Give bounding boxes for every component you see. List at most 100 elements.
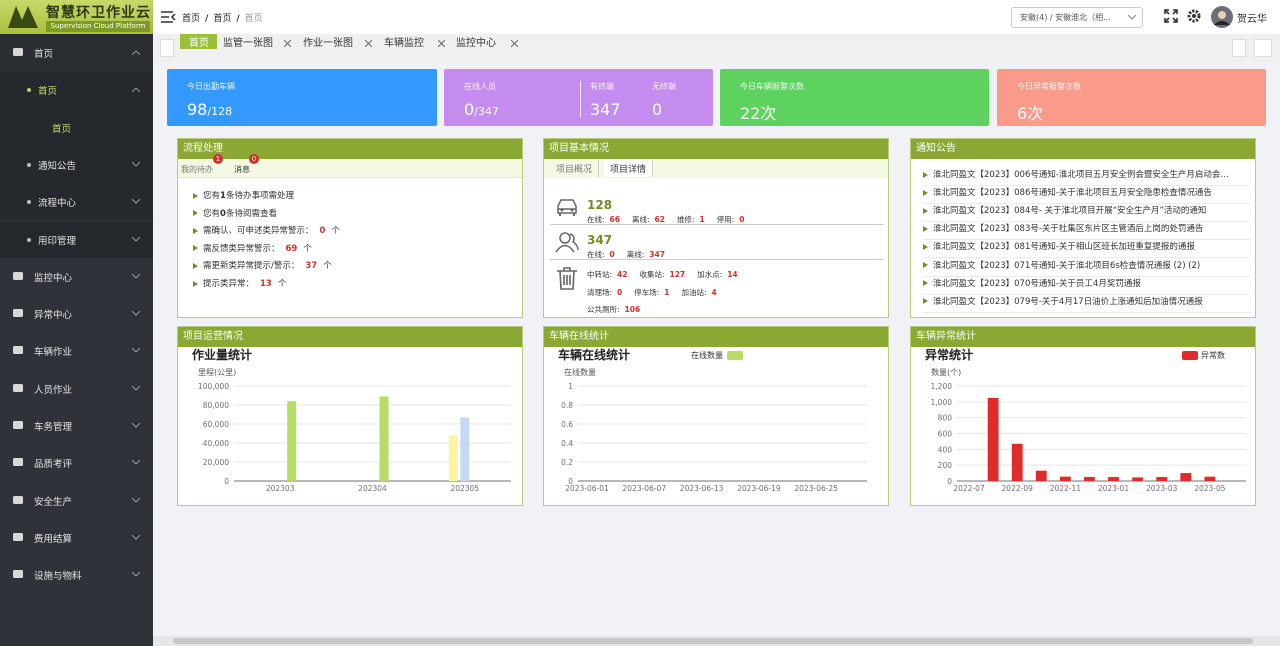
tab-close[interactable] — [284, 40, 291, 47]
notice-text: 淮北同盈文【2023】081号通知-关于相山区班长加班重复提报的通报 — [933, 242, 1195, 253]
stat-label: 中转站: — [587, 270, 613, 279]
menu-item[interactable]: 品质考评 — [0, 444, 153, 481]
task-item[interactable]: 需确认、可申述类异常警示： 0 个 — [193, 224, 340, 236]
menu-item[interactable]: 车务管理 — [0, 407, 153, 444]
x-tick-label: 2023-03 — [1146, 484, 1178, 493]
region-select[interactable]: 安徽(4) / 安徽淮北（相... — [1011, 7, 1143, 28]
menu-label: 车辆作业 — [34, 347, 73, 359]
menu-item[interactable]: 监控中心 — [0, 258, 153, 295]
task-count: 1 — [220, 191, 226, 201]
x-tick-label: 2023-06-19 — [737, 484, 781, 493]
panel-tab[interactable]: 项目详情 — [604, 160, 654, 177]
panel-tab[interactable]: 消息 — [234, 165, 250, 174]
panel-title: 通知公告 — [911, 139, 1255, 159]
y-tick-label: 0.2 — [561, 458, 573, 467]
task-text: 条待阅需查看 — [225, 208, 277, 219]
task-item[interactable]: 提示类异常： 13 个 — [193, 277, 286, 289]
menu-icon — [13, 458, 23, 467]
badge: 1 — [213, 154, 223, 164]
notice-item[interactable]: 淮北同盈文【2023】071号通知-关于淮北项目6s检查情况通报 (2) (2) — [923, 259, 1251, 277]
tab[interactable]: 首页 — [180, 34, 217, 49]
task-item[interactable]: 您有0条待阅需查看 — [193, 207, 277, 219]
tab-close[interactable] — [511, 40, 518, 47]
menu-toggle[interactable] — [160, 10, 176, 24]
vehicle-total: 128 — [587, 198, 613, 212]
bullet — [923, 189, 928, 196]
menu-label: 通知公告 — [38, 160, 77, 172]
menu-item[interactable]: 设施与物料 — [0, 556, 153, 593]
scroll-thumb[interactable] — [173, 638, 1253, 644]
menu-item[interactable]: 费用结算 — [0, 519, 153, 556]
tab-scroll-right[interactable] — [1232, 39, 1246, 57]
stat-row: 在线: 0 离线: 347 — [587, 249, 677, 260]
chevron — [132, 423, 140, 428]
chart-title: 作业量统计 — [192, 347, 252, 362]
logo-title: 智慧环卫作业云 — [46, 5, 151, 21]
notice-item[interactable]: 淮北同盈文【2023】086号通知-关于淮北项目五月安全隐患检查情况通告 — [923, 186, 1251, 205]
stat-value: 0 — [617, 287, 623, 297]
task-text: 个 — [323, 261, 332, 272]
menu-icon — [13, 570, 23, 579]
task-item[interactable]: 您有1条待办事项需处理 — [193, 189, 294, 201]
stat-label: 离线: — [631, 215, 650, 224]
notice-item[interactable]: 淮北同盈文【2023】070号通知-关于员工4月奖罚通报 — [923, 277, 1251, 295]
menu-item[interactable]: 异常中心 — [0, 295, 153, 332]
task-item[interactable]: 需更新类异常提示/警示： 37 个 — [193, 259, 332, 271]
task-text: 条待办事项需处理 — [225, 191, 294, 201]
card-label: 今日车辆报警次数 — [740, 82, 804, 91]
task-text: 您有 — [203, 191, 221, 201]
x-tick-label: 2023-06-01 — [565, 484, 609, 493]
legend-swatch — [1182, 351, 1198, 360]
crumb-separator: / — [205, 14, 209, 24]
bar — [1011, 443, 1023, 481]
task-text: 个 — [331, 226, 340, 237]
notice-item[interactable]: 淮北同盈文【2023】084号- 关于淮北项目开展“安全生产月”活动的通知 — [923, 204, 1251, 223]
tab-close[interactable] — [438, 40, 445, 47]
task-item[interactable]: 需反馈类异常警示： 69 个 — [193, 242, 312, 254]
menu-icon — [13, 421, 23, 429]
divider — [580, 81, 581, 117]
settings-icon[interactable] — [1187, 9, 1201, 23]
sidebar: 智慧环卫作业云 Supervision Cloud Platform 首页 首页首… — [0, 0, 153, 646]
notice-item[interactable]: 淮北同盈文【2023】081号通知-关于相山区班长加班重复提报的通报 — [923, 240, 1251, 259]
legend-swatch — [727, 351, 743, 360]
stat-label: 在线: — [587, 215, 605, 224]
menu-item[interactable]: 用印管理 — [0, 220, 153, 258]
notice-item[interactable]: 淮北同盈文【2023】079号-关于4月17日油价上涨通知后加油情况通报 — [923, 295, 1251, 313]
bar — [1132, 477, 1144, 481]
chart-panel: 车辆异常统计 异常统计 数量(个) 0 200 400 600 800 1,000 1,200 20… — [910, 326, 1256, 506]
menu-label: 监控中心 — [34, 272, 73, 284]
bullet — [193, 192, 198, 199]
tab[interactable]: 监管一张图 — [223, 34, 296, 49]
menu-item[interactable]: 首页 — [0, 71, 153, 109]
tab[interactable]: 监控中心 — [456, 34, 523, 49]
notice-item[interactable]: 淮北同盈文【2023】006号通知-淮北项目五月安全例会暨安全生产月启动会… — [923, 168, 1251, 186]
stat-value: 14 — [727, 270, 738, 279]
menu-item[interactable]: 首页 — [0, 108, 153, 146]
bullet — [923, 225, 928, 232]
tab-close[interactable] — [365, 40, 372, 47]
close-all-tabs[interactable] — [1254, 39, 1272, 57]
menu-item[interactable]: 首页 — [0, 34, 153, 72]
tab[interactable]: 车辆监控 — [384, 34, 450, 49]
stat-row: 中转站: 42 收集站: 127 加水点: 14 — [587, 269, 750, 280]
menu-item[interactable]: 人员作业 — [0, 370, 153, 407]
menu-item[interactable]: 车辆作业 — [0, 332, 153, 369]
y-tick-label: 1 — [568, 382, 573, 391]
menu-item[interactable]: 通知公告 — [0, 145, 153, 184]
bar — [287, 401, 297, 481]
total: 347 — [477, 105, 499, 118]
menu-item[interactable]: 流程中心 — [0, 183, 153, 221]
tab-scroll-left[interactable] — [160, 39, 174, 57]
panel-tab[interactable]: 我的待办 — [181, 165, 213, 174]
stat-card: 今日车辆报警次数 22次 — [720, 69, 989, 126]
menu-item[interactable]: 安全生产 — [0, 482, 153, 519]
notice-item[interactable]: 淮北同盈文【2023】083号-关于杜集区东片区主管酒后上岗的处罚通告 — [923, 222, 1251, 241]
fullscreen-icon[interactable] — [1164, 9, 1178, 23]
tab[interactable]: 作业一张图 — [303, 34, 377, 49]
avatar[interactable] — [1211, 6, 1233, 28]
stat-row: 在线: 66 离线: 62 维修: 1 停用: 0 — [587, 214, 756, 225]
panel-tab[interactable]: 项目概况 — [550, 160, 600, 177]
